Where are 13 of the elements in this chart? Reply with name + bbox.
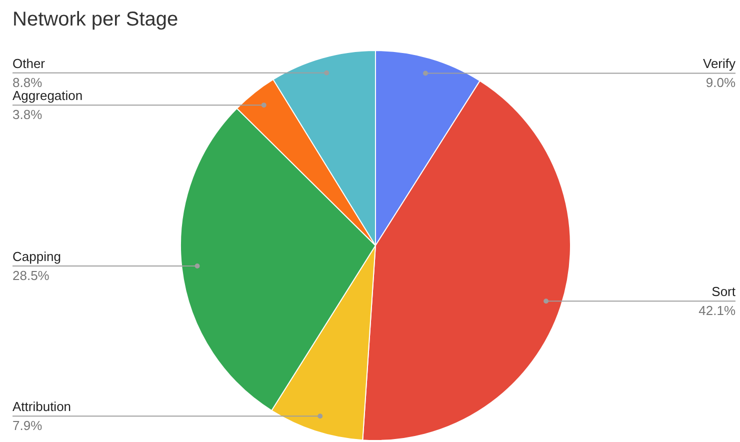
data-label: 28.5% <box>12 268 50 284</box>
slice-label: Sort <box>712 284 736 300</box>
data-label: 9.0% <box>706 75 736 90</box>
data-label: 8.8% <box>12 74 43 90</box>
data-label: 42.1% <box>698 303 736 318</box>
slice-label: Attribution <box>12 399 72 414</box>
slice-label: Aggregation <box>12 88 83 104</box>
data-label: 7.9% <box>12 418 43 434</box>
slice-label: Capping <box>12 249 61 264</box>
chart-title: Network per Stage <box>12 8 178 30</box>
data-label: 3.8% <box>12 107 43 122</box>
slice-label: Verify <box>702 56 736 72</box>
slice-label: Other <box>12 56 46 71</box>
